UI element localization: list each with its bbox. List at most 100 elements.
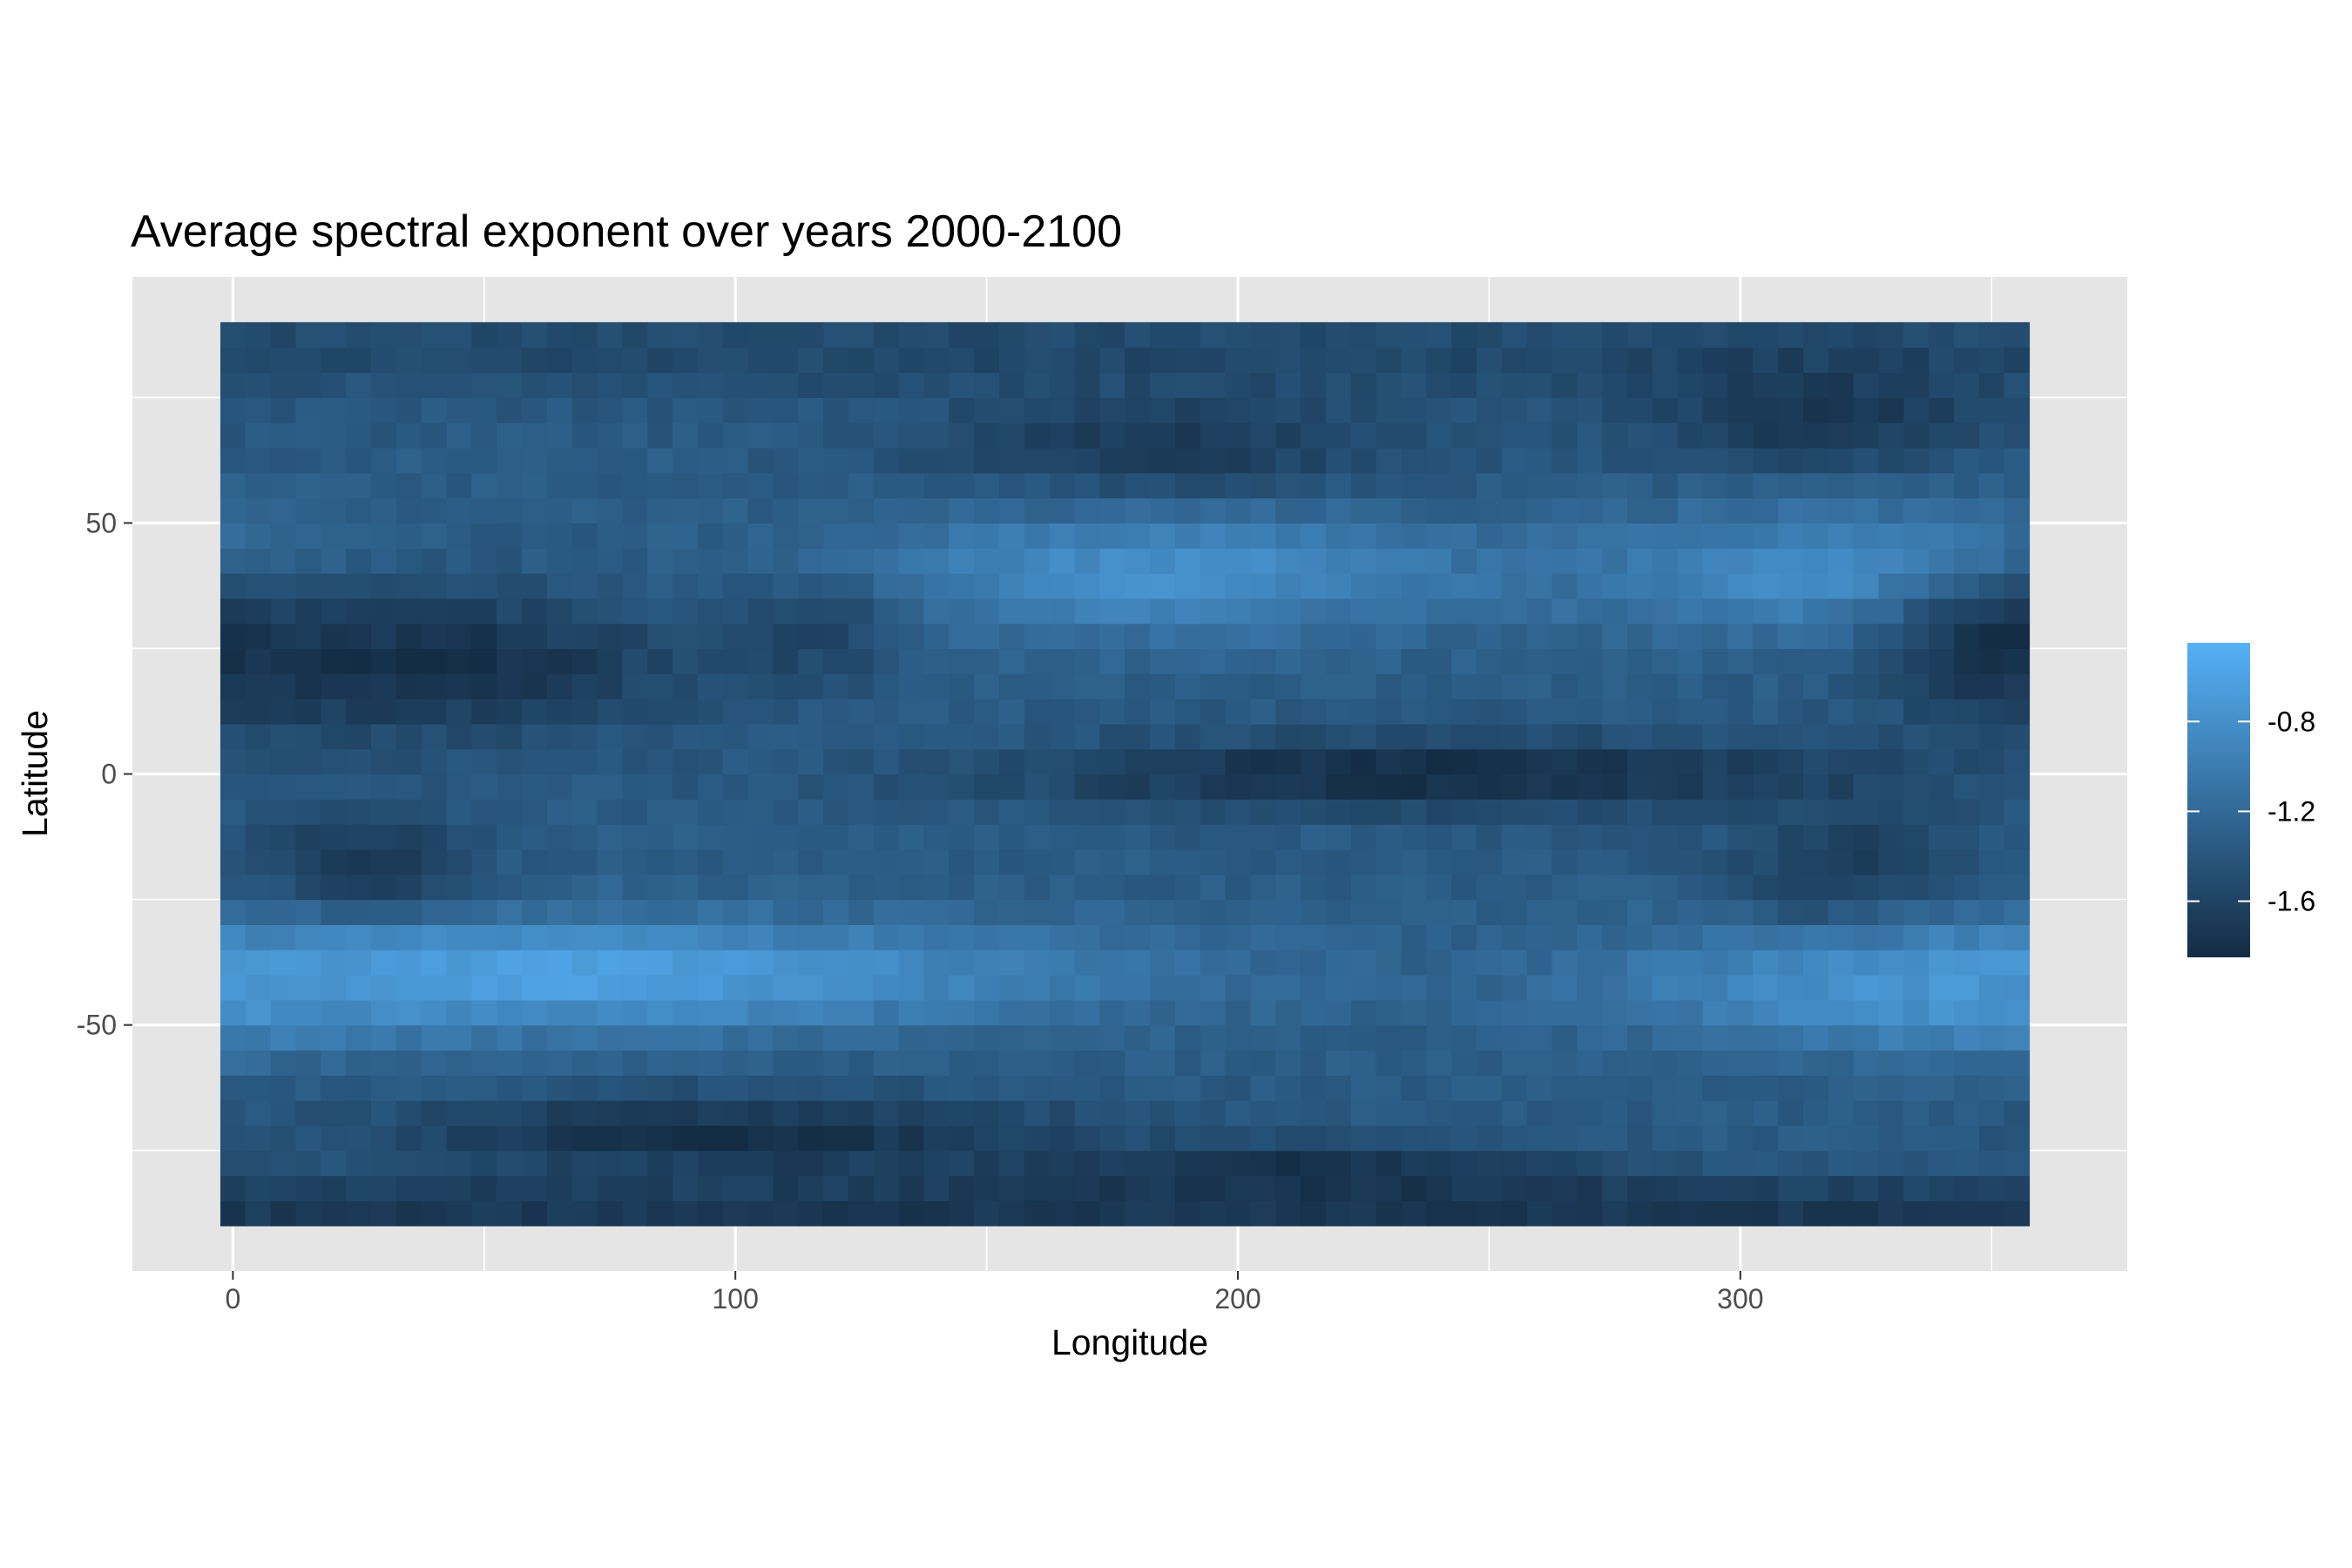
heatmap-cell [1953, 472, 1980, 499]
heatmap-cell [1150, 523, 1176, 549]
heatmap-cell [1828, 874, 1855, 901]
heatmap-cell [1375, 1175, 1402, 1201]
heatmap-cell [999, 1150, 1025, 1177]
heatmap-cell [1702, 1175, 1729, 1201]
heatmap-cell [1477, 548, 1503, 574]
heatmap-cell [1577, 548, 1603, 574]
heatmap-cell [1526, 623, 1553, 650]
heatmap-cell [1049, 1050, 1076, 1076]
heatmap-cell [346, 924, 372, 950]
heatmap-cell [471, 648, 497, 674]
heatmap-cell [446, 1075, 472, 1101]
heatmap-cell [622, 999, 648, 1026]
heatmap-cell [1903, 572, 1930, 599]
heatmap-cell [1150, 447, 1176, 474]
heatmap-cell [1702, 523, 1729, 549]
heatmap-cell [1024, 372, 1051, 398]
heatmap-cell [571, 321, 598, 348]
heatmap-cell [1375, 572, 1402, 599]
heatmap-cell [446, 1175, 472, 1201]
heatmap-cell [446, 899, 472, 925]
heatmap-cell [321, 899, 347, 925]
heatmap-cell [1778, 523, 1804, 549]
heatmap-cell [697, 321, 724, 348]
heatmap-cell [1200, 572, 1227, 599]
heatmap-cell [773, 1075, 799, 1101]
heatmap-cell [471, 1125, 497, 1152]
heatmap-cell [370, 523, 397, 549]
heatmap-cell [446, 1200, 472, 1227]
heatmap-cell [1426, 1175, 1452, 1201]
heatmap-cell [1953, 673, 1980, 700]
heatmap-cell [923, 1175, 950, 1201]
heatmap-cell [1301, 572, 1327, 599]
heatmap-cell [1577, 774, 1603, 800]
heatmap-cell [497, 548, 523, 574]
heatmap-cell [522, 347, 548, 374]
heatmap-cell [873, 1050, 900, 1076]
heatmap-cell [321, 548, 347, 574]
heatmap-cell [622, 372, 648, 398]
heatmap-cell [1350, 1100, 1377, 1126]
heatmap-cell [1802, 999, 1829, 1026]
heatmap-cell [999, 1175, 1025, 1201]
heatmap-cell [1375, 472, 1402, 499]
heatmap-cell [421, 699, 448, 725]
heatmap-cell [471, 699, 497, 725]
heatmap-cell [1753, 975, 1779, 1001]
heatmap-cell [1677, 1075, 1704, 1101]
heatmap-cell [1677, 372, 1704, 398]
heatmap-cell [497, 874, 523, 901]
heatmap-cell [1426, 1100, 1452, 1126]
heatmap-cell [1878, 572, 1904, 599]
heatmap-cell [1727, 824, 1754, 850]
heatmap-cell [1627, 548, 1653, 574]
heatmap-cell [873, 673, 900, 700]
heatmap-cell [1652, 1125, 1679, 1152]
heatmap-cell [522, 774, 548, 800]
heatmap-cell [295, 372, 321, 398]
heatmap-cell [1677, 321, 1704, 348]
heatmap-cell [747, 999, 774, 1026]
heatmap-cell [1099, 774, 1125, 800]
heatmap-cell [1275, 1100, 1301, 1126]
heatmap-cell [446, 623, 472, 650]
heatmap-cell [1828, 447, 1855, 474]
heatmap-cell [1099, 648, 1125, 674]
heatmap-cell [1853, 1125, 1880, 1152]
heatmap-cell [1501, 623, 1528, 650]
heatmap-cell [1451, 924, 1477, 950]
heatmap-cell [270, 572, 297, 599]
heatmap-cell [295, 648, 321, 674]
heatmap-cell [1024, 1125, 1051, 1152]
heatmap-cell [1878, 1175, 1904, 1201]
heatmap-cell [974, 723, 1000, 750]
heatmap-cell [1301, 497, 1327, 524]
heatmap-cell [974, 1200, 1000, 1227]
heatmap-cell [1074, 673, 1100, 700]
heatmap-cell [220, 572, 247, 599]
heatmap-cell [571, 723, 598, 750]
heatmap-cell [522, 899, 548, 925]
heatmap-cell [974, 673, 1000, 700]
heatmap-cell [220, 648, 247, 674]
heatmap-cell [1551, 321, 1578, 348]
heatmap-cell [1250, 497, 1276, 524]
heatmap-cell [346, 1024, 372, 1051]
heatmap-cell [1526, 572, 1553, 599]
heatmap-cell [446, 1024, 472, 1051]
heatmap-cell [647, 899, 673, 925]
heatmap-cell [1225, 572, 1252, 599]
heatmap-cell [898, 1175, 925, 1201]
heatmap-cell [647, 447, 673, 474]
heatmap-cell [245, 1150, 272, 1177]
heatmap-cell [1903, 848, 1930, 875]
heatmap-cell [471, 572, 497, 599]
heatmap-cell [1778, 774, 1804, 800]
heatmap-cell [1275, 548, 1301, 574]
heatmap-cell [270, 548, 297, 574]
heatmap-cell [1627, 372, 1653, 398]
heatmap-cell [1978, 799, 2005, 825]
heatmap-cell [923, 497, 950, 524]
heatmap-cell [1401, 472, 1427, 499]
